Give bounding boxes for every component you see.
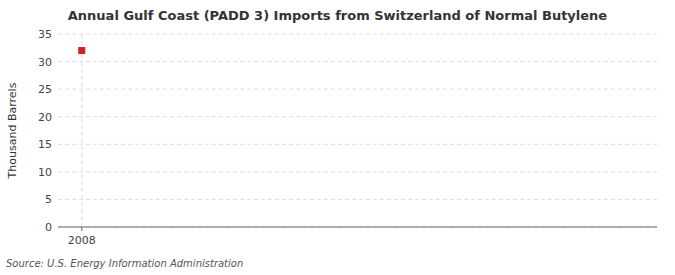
- y-tick-label: 5: [45, 193, 52, 206]
- points: [79, 48, 85, 54]
- y-tick-label: 35: [38, 28, 52, 41]
- y-tick-label: 30: [38, 56, 52, 69]
- x-tick-label: 2008: [68, 234, 96, 247]
- y-grid-line: [58, 61, 657, 62]
- y-grid-line: [58, 227, 657, 228]
- y-grid-line: [58, 116, 657, 117]
- y-grid-line: [58, 171, 657, 172]
- y-axis: 0 5 10 15 20 25 30 35: [38, 28, 52, 234]
- x-grid-line: [81, 34, 82, 227]
- grid: [58, 34, 657, 227]
- y-tick-label: 20: [38, 111, 52, 124]
- y-grid-line: [58, 199, 657, 200]
- x-tick: [81, 227, 82, 231]
- y-grid-line: [58, 144, 657, 145]
- point: [79, 48, 85, 54]
- y-tick-label: 10: [38, 166, 52, 179]
- y-tick-label: 25: [38, 83, 52, 96]
- y-tick-label: 15: [38, 138, 52, 151]
- title: Annual Gulf Coast (PADD 3) Imports from …: [68, 8, 608, 23]
- chart-container: Annual Gulf Coast (PADD 3) Imports from …: [0, 0, 675, 275]
- y-grid-line: [58, 34, 657, 35]
- chart: Annual Gulf Coast (PADD 3) Imports from …: [0, 0, 675, 275]
- x-axis: 2008: [58, 227, 657, 247]
- y-axis-label: Thousand Barrels: [6, 82, 19, 179]
- y-tick-label: 0: [45, 221, 52, 234]
- source-note: Source: U.S. Energy Information Administ…: [6, 258, 243, 269]
- x-axis-line: [58, 227, 657, 228]
- y-grid-line: [58, 89, 657, 90]
